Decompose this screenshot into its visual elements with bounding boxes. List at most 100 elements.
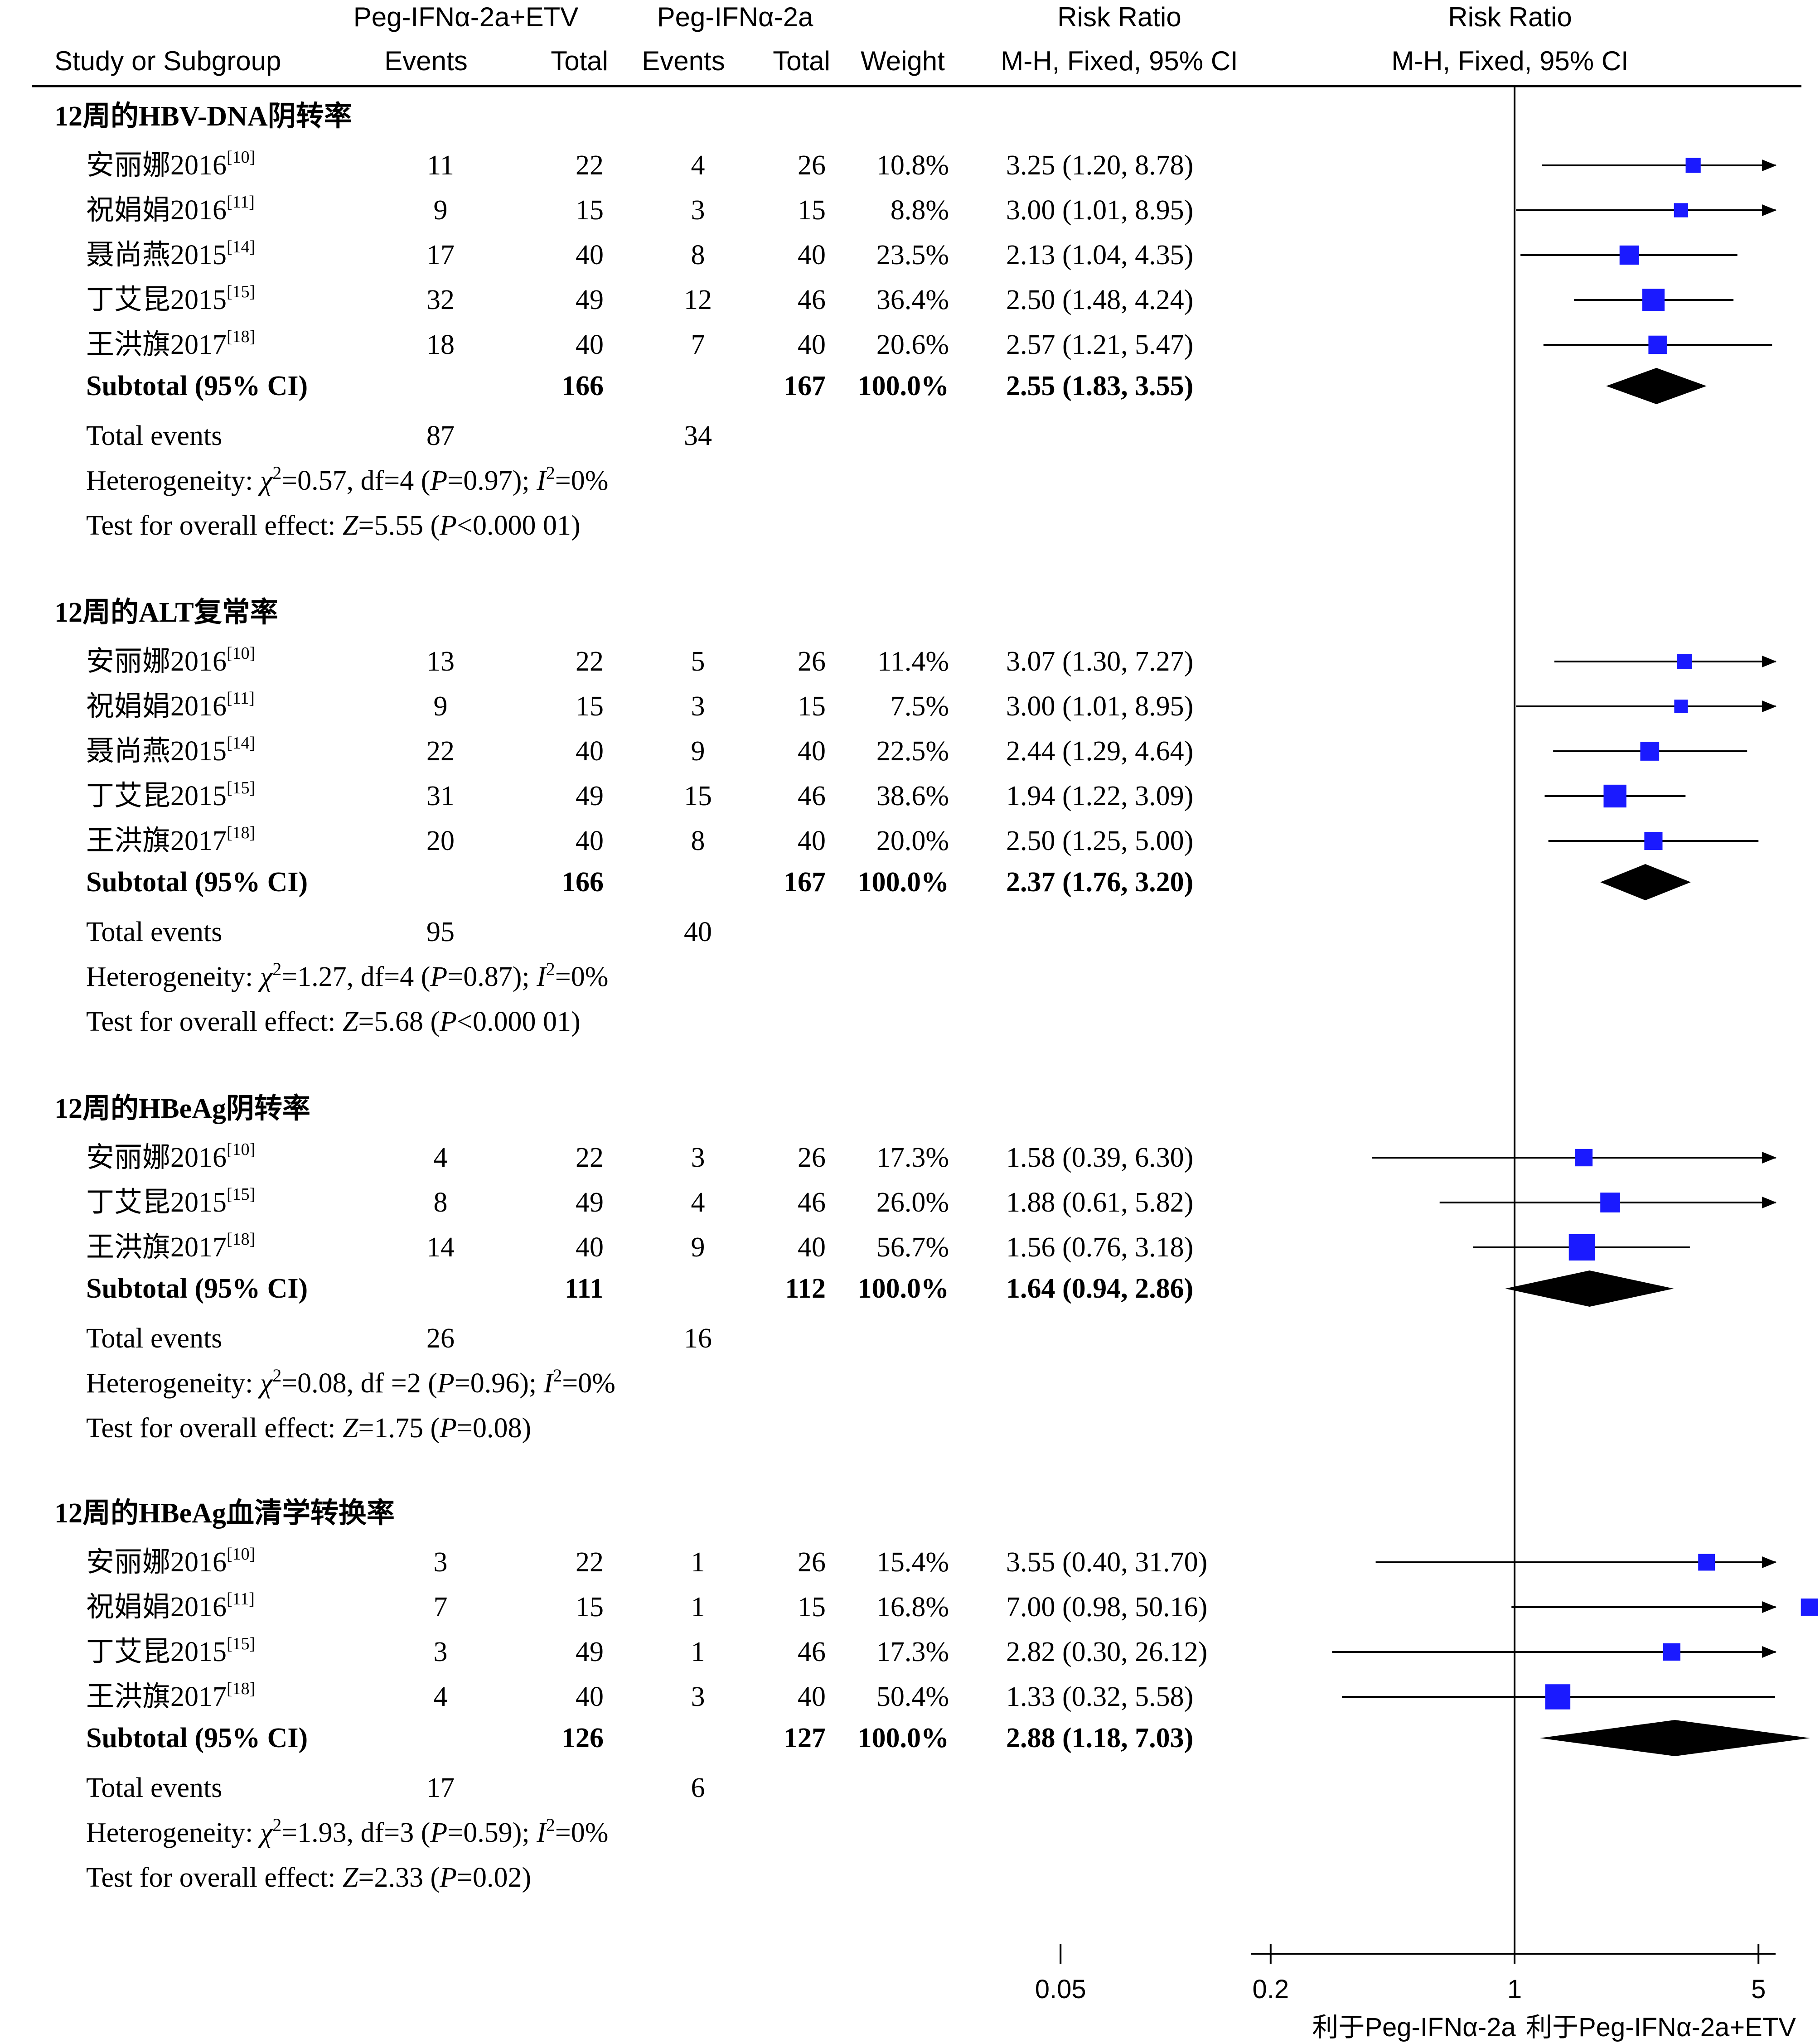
total-group2: 15 bbox=[798, 195, 826, 226]
subtotal-weight: 100.0% bbox=[858, 1273, 949, 1304]
events-group1: 20 bbox=[426, 826, 455, 856]
subtotal-total-group2: 167 bbox=[784, 867, 826, 898]
weight-value: 20.0% bbox=[876, 826, 949, 856]
total-events-group1: 95 bbox=[426, 917, 455, 947]
rr-ci-text: 3.00 (1.01, 8.95) bbox=[1006, 195, 1193, 226]
total-events-group2: 16 bbox=[684, 1323, 712, 1354]
weight-value: 7.5% bbox=[891, 691, 949, 722]
events-group2: 9 bbox=[691, 1232, 705, 1263]
subgroup-title: 12周的ALT复常率 bbox=[54, 597, 278, 628]
events-group2: 15 bbox=[684, 781, 712, 811]
ci-arrow bbox=[1762, 159, 1776, 171]
heterogeneity-text: Heterogeneity: χ2=0.57, df=4 (P=0.97); I… bbox=[86, 463, 608, 496]
weight-value: 56.7% bbox=[876, 1232, 949, 1263]
subtotal-label: Subtotal (95% CI) bbox=[86, 371, 308, 401]
total-group1: 15 bbox=[576, 1592, 604, 1623]
subtotal-label: Subtotal (95% CI) bbox=[86, 1273, 308, 1304]
subtotal-label: Subtotal (95% CI) bbox=[86, 1723, 308, 1753]
weight-value: 22.5% bbox=[876, 736, 949, 767]
study-row: 丁艾昆2015[15] 31 49 15 46 38.6% 1.94 (1.22, 3.09… bbox=[86, 778, 1686, 811]
subtotal-total-group1: 111 bbox=[565, 1273, 604, 1304]
events-group2: 1 bbox=[691, 1592, 705, 1623]
study-row: 王洪旗2017[18] 18 40 7 40 20.6% 2.57 (1.21, 5.47) bbox=[86, 327, 1772, 360]
study-name: 王洪旗2017[18] bbox=[86, 327, 255, 360]
overall-effect-text: Test for overall effect: Z=2.33 (P=0.02) bbox=[86, 1862, 531, 1893]
total-group2: 26 bbox=[798, 646, 826, 677]
study-name: 祝娟娟2016[11] bbox=[86, 1589, 255, 1623]
events-group1: 7 bbox=[434, 1592, 448, 1623]
events-group1: 31 bbox=[426, 781, 455, 811]
total-group1: 22 bbox=[576, 1142, 604, 1173]
heterogeneity-text: Heterogeneity: χ2=1.27, df=4 (P=0.87); I… bbox=[86, 959, 608, 992]
header-total-1: Total bbox=[551, 46, 608, 76]
weight-value: 15.4% bbox=[876, 1547, 949, 1578]
weight-value: 20.6% bbox=[876, 329, 949, 360]
total-group1: 40 bbox=[576, 826, 604, 856]
total-group1: 22 bbox=[576, 1547, 604, 1578]
rr-ci-text: 3.00 (1.01, 8.95) bbox=[1006, 691, 1193, 722]
weight-value: 50.4% bbox=[876, 1681, 949, 1712]
ci-arrow bbox=[1762, 700, 1776, 712]
subgroup-title: 12周的HBeAg血清学转换率 bbox=[54, 1497, 395, 1529]
point-estimate-square bbox=[1640, 742, 1660, 761]
events-group2: 4 bbox=[691, 150, 705, 181]
events-group1: 9 bbox=[434, 195, 448, 226]
study-name: 安丽娜2016[10] bbox=[86, 1545, 255, 1578]
subtotal-label: Subtotal (95% CI) bbox=[86, 867, 308, 898]
events-group2: 8 bbox=[691, 826, 705, 856]
point-estimate-square bbox=[1698, 1554, 1715, 1571]
study-name: 聂尚燕2015[14] bbox=[86, 734, 255, 767]
overall-effect-text: Test for overall effect: Z=5.68 (P<0.000… bbox=[86, 1006, 581, 1037]
weight-value: 17.3% bbox=[876, 1637, 949, 1667]
study-row: 王洪旗2017[18] 4 40 3 40 50.4% 1.33 (0.32, 5.58) bbox=[86, 1679, 1775, 1712]
rr-ci-text: 3.25 (1.20, 8.78) bbox=[1006, 150, 1193, 181]
header-total-2: Total bbox=[773, 46, 830, 76]
rr-ci-text: 3.55 (0.40, 31.70) bbox=[1006, 1547, 1207, 1578]
weight-value: 38.6% bbox=[876, 781, 949, 811]
subtotal-row: Subtotal (95% CI) 166 167 100.0% 2.37 (1.76,… bbox=[86, 864, 1691, 900]
header-group1: Peg-IFNα-2a+ETV bbox=[353, 2, 579, 32]
subtotal-diamond bbox=[1505, 1270, 1674, 1307]
subtotal-total-group1: 166 bbox=[561, 371, 604, 401]
total-group1: 40 bbox=[576, 1681, 604, 1712]
weight-value: 17.3% bbox=[876, 1142, 949, 1173]
events-group2: 3 bbox=[691, 1681, 705, 1712]
header-group2: Peg-IFNα-2a bbox=[657, 2, 813, 32]
events-group2: 3 bbox=[691, 1142, 705, 1173]
total-group2: 40 bbox=[798, 329, 826, 360]
events-group2: 3 bbox=[691, 195, 705, 226]
weight-value: 36.4% bbox=[876, 285, 949, 315]
point-estimate-square bbox=[1685, 158, 1701, 173]
study-row: 安丽娜2016[10] 4 22 3 26 17.3% 1.58 (0.39, 6.30) bbox=[86, 1140, 1776, 1173]
rr-ci-text: 1.58 (0.39, 6.30) bbox=[1006, 1142, 1193, 1173]
study-name: 丁艾昆2015[15] bbox=[86, 282, 255, 315]
header-plot-top: Risk Ratio bbox=[1448, 2, 1572, 32]
rr-ci-text: 7.00 (0.98, 50.16) bbox=[1006, 1592, 1207, 1623]
events-group1: 4 bbox=[434, 1142, 448, 1173]
total-group1: 40 bbox=[576, 329, 604, 360]
header-weight: Weight bbox=[861, 46, 945, 76]
study-row: 祝娟娟2016[11] 9 15 3 15 7.5% 3.00 (1.01, 8.95) bbox=[86, 689, 1776, 722]
study-row: 祝娟娟2016[11] 7 15 1 15 16.8% 7.00 (0.98, 50.16) bbox=[86, 1589, 1818, 1623]
events-group2: 9 bbox=[691, 736, 705, 767]
events-group1: 18 bbox=[426, 329, 455, 360]
study-name: 丁艾昆2015[15] bbox=[86, 1634, 255, 1667]
study-name: 聂尚燕2015[14] bbox=[86, 237, 255, 270]
rr-ci-text: 2.82 (0.30, 26.12) bbox=[1006, 1637, 1207, 1667]
study-name: 丁艾昆2015[15] bbox=[86, 778, 255, 811]
events-group1: 9 bbox=[434, 691, 448, 722]
total-events-group1: 26 bbox=[426, 1323, 455, 1354]
x-axis-tick-label: 0.2 bbox=[1252, 1975, 1289, 2004]
total-group2: 40 bbox=[798, 736, 826, 767]
rr-ci-text: 2.44 (1.29, 4.64) bbox=[1006, 736, 1193, 767]
total-group2: 40 bbox=[798, 826, 826, 856]
total-group2: 26 bbox=[798, 1547, 826, 1578]
subtotal-rr-ci-text: 2.55 (1.83, 3.55) bbox=[1006, 371, 1193, 401]
subtotal-total-group1: 166 bbox=[561, 867, 604, 898]
total-group2: 40 bbox=[798, 1681, 826, 1712]
study-name: 丁艾昆2015[15] bbox=[86, 1185, 255, 1218]
point-estimate-square bbox=[1619, 245, 1639, 265]
study-row: 丁艾昆2015[15] 8 49 4 46 26.0% 1.88 (0.61, 5.82) bbox=[86, 1185, 1776, 1218]
study-row: 安丽娜2016[10] 13 22 5 26 11.4% 3.07 (1.30, 7.27) bbox=[86, 644, 1776, 677]
